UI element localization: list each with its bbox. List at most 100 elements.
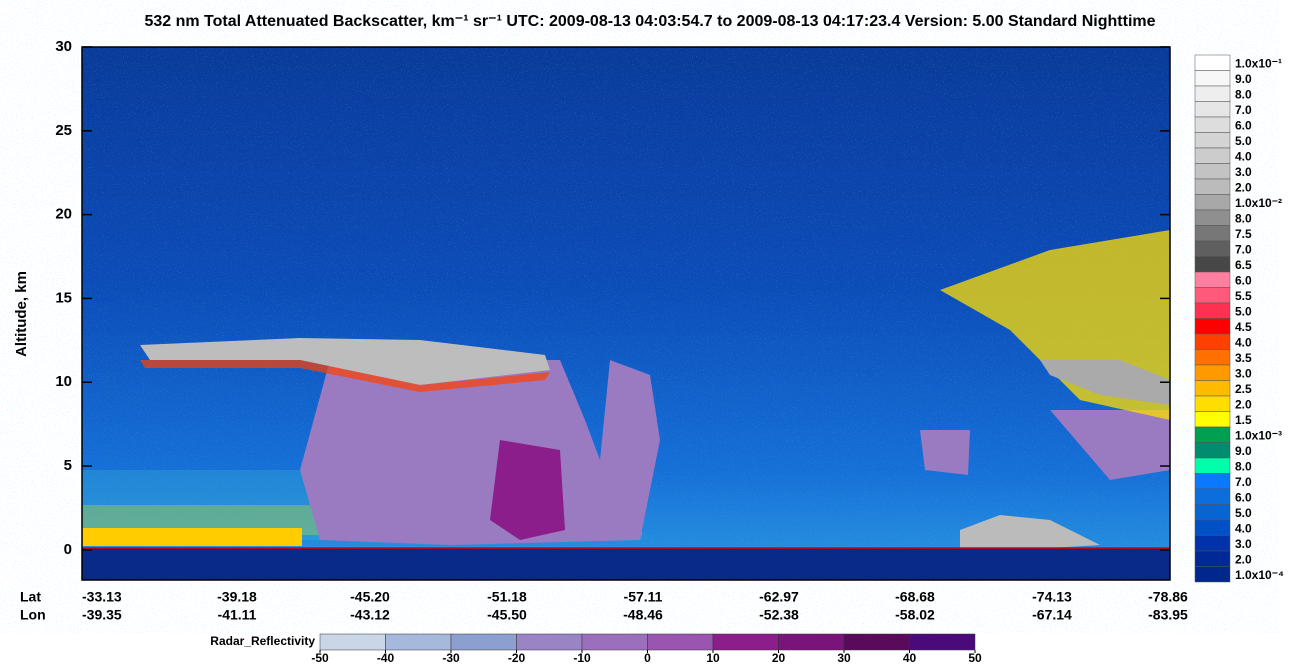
- y-tick-label: 30: [55, 38, 72, 55]
- radar-core: [490, 440, 565, 540]
- x-row-name: Lon: [20, 607, 46, 623]
- y-tick-label: 10: [55, 373, 72, 390]
- x-tick-label: -78.86: [1148, 589, 1188, 605]
- radar-tick-label: -50: [311, 651, 329, 665]
- colorbar-label: 6.0: [1235, 490, 1252, 504]
- x-tick-label: -45.20: [350, 589, 390, 605]
- plot-area: [81, 46, 1171, 581]
- colorbar-segment: [1194, 349, 1231, 366]
- y-tick-label: 5: [64, 457, 72, 474]
- colorbar-segment: [1194, 550, 1231, 567]
- colorbar-label: 7.0: [1235, 242, 1252, 256]
- colorbar-segment: [1194, 101, 1231, 118]
- x-tick-label: -39.18: [217, 589, 257, 605]
- colorbar-segment: [1194, 411, 1231, 428]
- colorbar-label: 8.0: [1235, 87, 1252, 101]
- colorbar-segment: [1194, 85, 1231, 102]
- colorbar-segment: [1194, 504, 1231, 521]
- chart-title: 532 nm Total Attenuated Backscatter, km⁻…: [144, 13, 1155, 30]
- boundary-layer: [82, 528, 302, 546]
- colorbar-segment: [1194, 333, 1231, 350]
- colorbar-segment: [1194, 488, 1231, 505]
- radar-tick-label: -10: [573, 651, 591, 665]
- radar-tick-label: -40: [377, 651, 395, 665]
- colorbar-label: 5.5: [1235, 289, 1252, 303]
- colorbar-label: 3.5: [1235, 351, 1252, 365]
- colorbar-label: 6.0: [1235, 273, 1252, 287]
- x-tick-label: -74.13: [1032, 589, 1072, 605]
- colorbar-label: 5.0: [1235, 134, 1252, 148]
- x-tick-label: -51.18: [487, 589, 527, 605]
- x-tick-label: -83.95: [1148, 607, 1188, 623]
- colorbar-label: 7.0: [1235, 475, 1252, 489]
- colorbar-label: 7.5: [1235, 227, 1252, 241]
- colorbar-label: 4.5: [1235, 320, 1252, 334]
- radar-tick-label: 10: [706, 651, 720, 665]
- radar-segment: [385, 633, 452, 651]
- radar-segment: [516, 633, 583, 651]
- colorbar-label: 3.0: [1235, 165, 1252, 179]
- colorbar-label: 6.0: [1235, 118, 1252, 132]
- colorbar-label: 7.0: [1235, 103, 1252, 117]
- x-tick-label: -41.11: [218, 607, 257, 623]
- colorbar-label: 1.0x10⁻¹: [1235, 56, 1282, 70]
- radar-label: Radar_Reflectivity: [210, 634, 315, 648]
- colorbar-segment: [1194, 116, 1231, 133]
- radar-cloud: [1050, 410, 1170, 480]
- radar-tick-label: 40: [903, 651, 917, 665]
- colorbar-segment: [1194, 225, 1231, 242]
- colorbar-segment: [1194, 302, 1231, 319]
- colorbar-segment: [1194, 70, 1231, 87]
- colorbar-segment: [1194, 54, 1231, 71]
- radar-tick-label: 30: [837, 651, 851, 665]
- colorbar-label: 4.0: [1235, 149, 1252, 163]
- radar-tick-label: -20: [508, 651, 526, 665]
- colorbar-label: 3.0: [1235, 537, 1252, 551]
- y-tick-label: 25: [55, 122, 72, 139]
- radar-segment: [319, 633, 386, 651]
- colorbar-label: 6.5: [1235, 258, 1252, 272]
- colorbar-label: 8.0: [1235, 211, 1252, 225]
- radar-segment: [909, 633, 976, 651]
- colorbar-label: 5.0: [1235, 506, 1252, 520]
- colorbar-segment: [1194, 395, 1231, 412]
- colorbar-segment: [1194, 364, 1231, 381]
- colorbar-segment: [1194, 566, 1231, 583]
- x-tick-label: -45.50: [487, 607, 527, 623]
- cirrus-core: [1040, 360, 1170, 405]
- radar-tick-label: 20: [772, 651, 786, 665]
- x-tick-label: -67.14: [1032, 607, 1072, 623]
- colorbar-segment: [1194, 442, 1231, 459]
- colorbar-label: 2.0: [1235, 552, 1252, 566]
- radar-tick-label: -30: [442, 651, 460, 665]
- colorbar-label: 2.0: [1235, 397, 1252, 411]
- colorbar-label: 9.0: [1235, 444, 1252, 458]
- x-row-name: Lat: [20, 589, 41, 605]
- radar-cloud: [300, 360, 660, 545]
- colorbar-label: 1.0x10⁻³: [1235, 428, 1282, 442]
- radar-segment: [581, 633, 648, 651]
- colorbar-label: 5.0: [1235, 304, 1252, 318]
- colorbar-segment: [1194, 457, 1231, 474]
- cloud-top: [140, 338, 550, 385]
- colorbar-segment: [1194, 194, 1231, 211]
- colorbar-label: 1.5: [1235, 413, 1252, 427]
- plot-frame: [81, 46, 1171, 581]
- surface: [82, 548, 1170, 580]
- colorbar-label: 9.0: [1235, 72, 1252, 86]
- radar-segment: [843, 633, 910, 651]
- colorbar-segment: [1194, 535, 1231, 552]
- colorbar-segment: [1194, 287, 1231, 304]
- radar-tick-label: 0: [644, 651, 651, 665]
- x-tick-label: -62.97: [759, 589, 799, 605]
- x-tick-label: -58.02: [895, 607, 935, 623]
- x-tick-label: -57.11: [624, 589, 663, 605]
- colorbar-segment: [1194, 380, 1231, 397]
- colorbar-label: 2.0: [1235, 180, 1252, 194]
- x-tick-label: -48.46: [623, 607, 663, 623]
- colorbar-segment: [1194, 178, 1231, 195]
- colorbar-segment: [1194, 240, 1231, 257]
- colorbar-segment: [1194, 519, 1231, 536]
- radar-segment: [712, 633, 779, 651]
